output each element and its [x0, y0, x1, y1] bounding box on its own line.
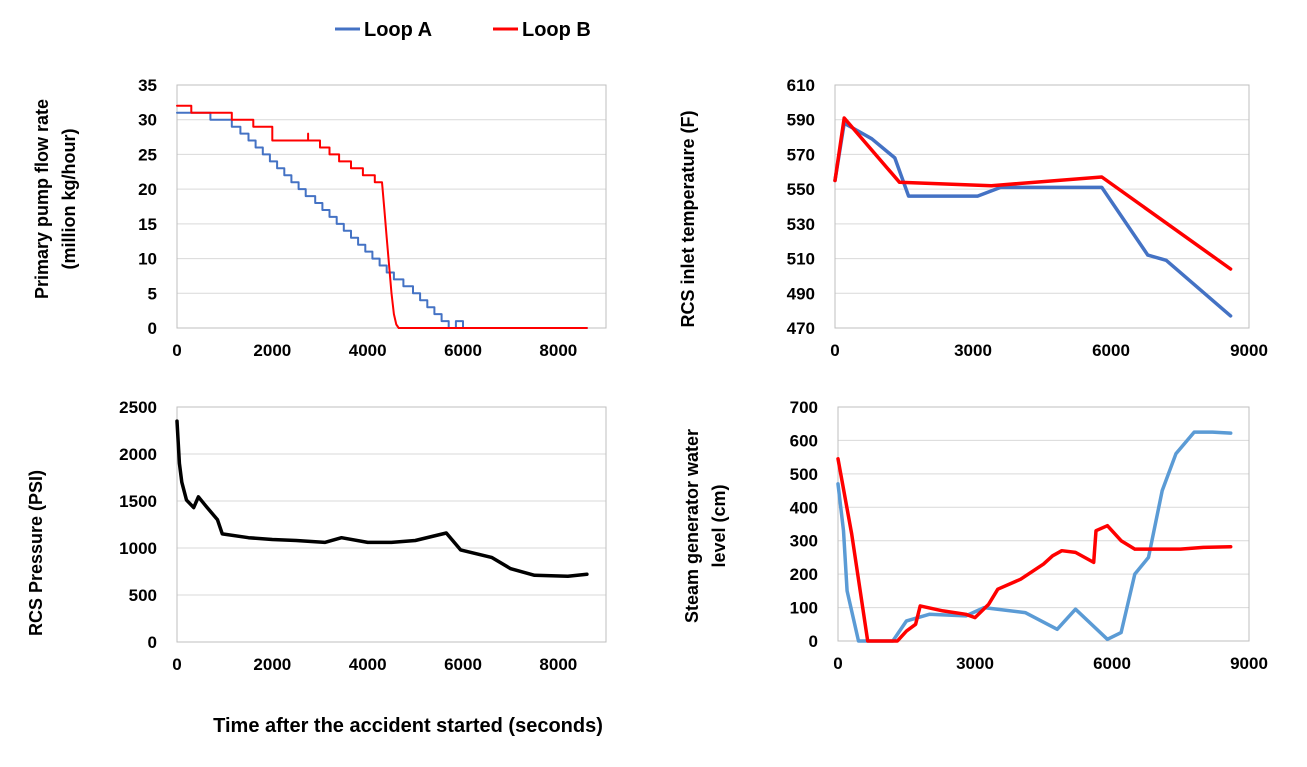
y-tick-label: 2000 [119, 445, 157, 464]
y-tick-label: 470 [787, 319, 815, 338]
series-line-loop-a [176, 111, 588, 329]
panel-rcs-pressure: 0 500 1000 1500 2000 2500 0 2000 4000 6000 8000 RCS… [26, 398, 607, 674]
y-axis-label: Steam generator water [682, 429, 702, 623]
panel-rcs-inlet-temperature: 470 490 510 530 550 570 590 610 0 3000 6000 9000 RCS… [678, 76, 1268, 360]
y-tick-label: 1500 [119, 492, 157, 511]
y-tick-label: 15 [138, 215, 157, 234]
x-tick-label: 0 [830, 341, 839, 360]
y-tick-label: 530 [787, 215, 815, 234]
y-tick-label: 0 [809, 632, 818, 651]
common-x-axis-title: Time after the accident started (seconds… [213, 715, 603, 737]
y-axis-label: level (cm) [709, 484, 729, 567]
x-tick-label: 6000 [1092, 341, 1130, 360]
x-tick-label: 2000 [253, 341, 291, 360]
series-line-rcs-pressure [175, 419, 589, 578]
y-axis-label: (million kg/hour) [59, 129, 79, 270]
y-tick-label: 300 [790, 532, 818, 551]
plot-area-border [176, 84, 607, 329]
y-tick-label: 550 [787, 180, 815, 199]
plot-area-border [837, 406, 1250, 642]
y-tick-label: 400 [790, 498, 818, 517]
x-tick-label: 0 [172, 655, 181, 674]
x-tick-label: 8000 [539, 655, 577, 674]
series-line-loop-a [836, 430, 1233, 643]
x-tick-label: 0 [172, 341, 181, 360]
x-tick-label: 4000 [349, 341, 387, 360]
y-axis-label: RCS Pressure (PSI) [26, 470, 46, 636]
x-tick-label: 9000 [1230, 341, 1268, 360]
x-tick-label: 9000 [1230, 654, 1268, 673]
series-line-loop-b [176, 104, 588, 329]
y-tick-label: 5 [148, 284, 157, 303]
y-tick-label: 500 [129, 586, 157, 605]
x-tick-label: 8000 [539, 341, 577, 360]
x-tick-label: 6000 [1093, 654, 1131, 673]
panel-primary-pump-flow-rate: 0 5 10 15 20 25 30 35 0 2000 4000 6000 8000 Primary p… [32, 76, 607, 360]
y-tick-label: 100 [790, 599, 818, 618]
x-tick-label: 0 [833, 654, 842, 673]
plot-area-border [834, 84, 1250, 329]
y-tick-label: 10 [138, 250, 157, 269]
legend-label-loop-b: Loop B [522, 19, 591, 41]
plot-area-border [176, 406, 607, 643]
y-tick-label: 1000 [119, 539, 157, 558]
x-tick-label: 6000 [444, 341, 482, 360]
legend-label-loop-a: Loop A [364, 19, 432, 41]
y-tick-label: 20 [138, 180, 157, 199]
x-tick-label: 3000 [956, 654, 994, 673]
y-axis-label: Primary pump flow rate [32, 99, 52, 299]
y-tick-label: 2500 [119, 398, 157, 417]
legend: Loop A Loop B [335, 19, 591, 41]
y-tick-label: 200 [790, 565, 818, 584]
y-tick-label: 0 [148, 633, 157, 652]
series-line-loop-b [836, 457, 1233, 643]
series-line-loop-a [833, 121, 1233, 318]
y-tick-label: 490 [787, 284, 815, 303]
y-tick-label: 25 [138, 145, 157, 164]
y-tick-label: 0 [148, 319, 157, 338]
y-tick-label: 700 [790, 398, 818, 417]
y-tick-label: 570 [787, 145, 815, 164]
x-tick-label: 6000 [444, 655, 482, 674]
x-tick-label: 3000 [954, 341, 992, 360]
y-tick-label: 30 [138, 111, 157, 130]
y-tick-label: 510 [787, 250, 815, 269]
y-tick-label: 35 [138, 76, 157, 95]
panel-steam-generator-water-level: 0 100 200 300 400 500 600 700 0 3000 6000 9000 Steam… [682, 398, 1268, 673]
x-tick-label: 4000 [349, 655, 387, 674]
y-axis-label: RCS inlet temperature (F) [678, 110, 698, 327]
y-tick-label: 600 [790, 431, 818, 450]
y-tick-label: 500 [790, 465, 818, 484]
y-tick-label: 610 [787, 76, 815, 95]
y-tick-label: 590 [787, 111, 815, 130]
series-line-loop-b [833, 116, 1233, 271]
x-tick-label: 2000 [253, 655, 291, 674]
